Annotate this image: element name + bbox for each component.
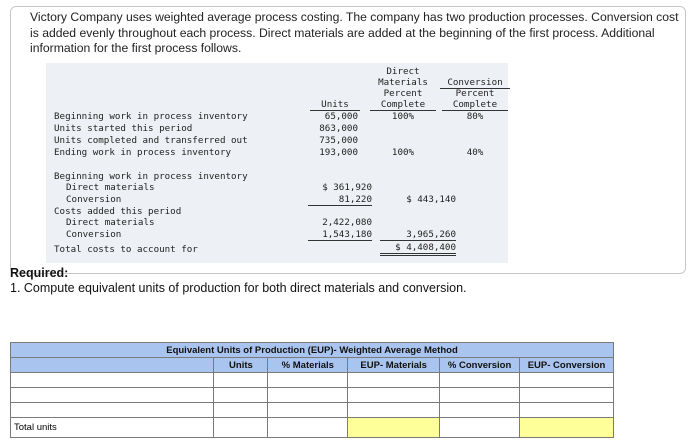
spacer-cell — [9, 402, 215, 418]
eup-conversion-input[interactable] — [519, 387, 614, 403]
dm-header-1: Direct — [386, 66, 420, 77]
pct-conversion-input[interactable] — [439, 387, 521, 403]
spacer-cell — [213, 402, 269, 418]
total-eup-conversion-input[interactable] — [519, 417, 614, 438]
spacer-cell — [347, 402, 441, 418]
unit-row-units: 735,000 — [319, 135, 358, 146]
eup-materials-input[interactable] — [347, 387, 441, 403]
total-row: Total units — [9, 417, 614, 438]
data-table: Direct Materials Percent Complete Conver… — [46, 63, 510, 263]
required-heading: Required: — [10, 266, 69, 280]
total-pct-materials-cell — [267, 417, 349, 438]
dm-header-2: Materials — [378, 77, 428, 88]
conv-header-2: Percent — [455, 88, 495, 99]
total-units-cell — [213, 417, 269, 438]
dm-header-3: Percent — [383, 88, 423, 99]
cost-total-label: Total costs to account for — [54, 244, 198, 255]
eup-conversion-input[interactable] — [519, 372, 614, 388]
pct-materials-input[interactable] — [267, 372, 349, 388]
dm-header-4: Complete — [370, 99, 436, 111]
cost-added-total: 3,965,260 — [380, 229, 456, 241]
cost-conv-label: Conversion — [66, 194, 122, 205]
conv-header-1: Conversion — [440, 77, 510, 89]
cost-added-conv-value: 1,543,180 — [308, 229, 372, 241]
row-label-input[interactable] — [9, 372, 215, 388]
unit-row-units: 65,000 — [324, 111, 358, 122]
unit-row-label: Ending work in process inventory — [54, 147, 232, 158]
cost-bwip-total: $ 443,140 — [406, 194, 456, 205]
total-pct-conversion-cell — [439, 417, 521, 438]
pct-conversion-input[interactable] — [439, 372, 521, 388]
unit-row-dm: 100% — [391, 111, 415, 122]
eup-header-pct-conversion: % Conversion — [439, 357, 521, 373]
spacer-cell — [519, 402, 614, 418]
units-input[interactable] — [213, 372, 269, 388]
table-row — [9, 387, 614, 403]
eup-header-blank — [9, 357, 215, 373]
spacer-cell — [267, 402, 349, 418]
unit-row-label: Units completed and transferred out — [54, 135, 248, 146]
cost-total-value: $ 4,408,400 — [380, 242, 456, 256]
cost-dm-value: $ 361,920 — [322, 182, 372, 193]
cost-added-label: Costs added this period — [54, 206, 182, 217]
eup-materials-input[interactable] — [347, 372, 441, 388]
unit-row-units: 863,000 — [319, 123, 358, 134]
info-panel — [10, 6, 686, 274]
unit-row-label: Units started this period — [54, 123, 193, 134]
cost-bwip-label: Beginning work in process inventory — [54, 171, 248, 182]
table-row — [9, 402, 614, 418]
eup-header-pct-materials: % Materials — [267, 357, 349, 373]
cost-dm-label: Direct materials — [66, 182, 155, 193]
total-eup-materials-input[interactable] — [347, 417, 441, 438]
units-input[interactable] — [213, 387, 269, 403]
eup-header-eup-materials: EUP- Materials — [347, 357, 441, 373]
row-label-input[interactable] — [9, 387, 215, 403]
unit-row-dm: 100% — [391, 147, 415, 158]
spacer-cell — [439, 402, 521, 418]
eup-table: Equivalent Units of Production (EUP)- We… — [9, 342, 614, 438]
total-units-label: Total units — [9, 417, 215, 438]
unit-row-conv: 80% — [466, 111, 484, 122]
cost-added-dm-value: 2,422,080 — [322, 217, 372, 228]
pct-materials-input[interactable] — [267, 387, 349, 403]
required-section: Required: 1. Compute equivalent units of… — [10, 266, 467, 296]
eup-header-eup-conversion: EUP- Conversion — [519, 357, 614, 373]
problem-intro: Victory Company uses weighted average pr… — [30, 10, 679, 55]
eup-header-units: Units — [213, 357, 269, 373]
unit-row-units: 193,000 — [319, 147, 358, 158]
cost-conv-value: 81,220 — [308, 194, 372, 206]
unit-row-conv: 40% — [466, 147, 484, 158]
conv-header-3: Complete — [442, 99, 508, 111]
table-row — [9, 372, 614, 388]
eup-title: Equivalent Units of Production (EUP)- We… — [10, 342, 614, 358]
required-item: 1. Compute equivalent units of productio… — [10, 281, 467, 295]
cost-added-dm-label: Direct materials — [66, 217, 155, 228]
cost-added-conv-label: Conversion — [66, 229, 122, 240]
units-header: Units — [310, 99, 360, 111]
unit-row-label: Beginning work in process inventory — [54, 111, 248, 122]
